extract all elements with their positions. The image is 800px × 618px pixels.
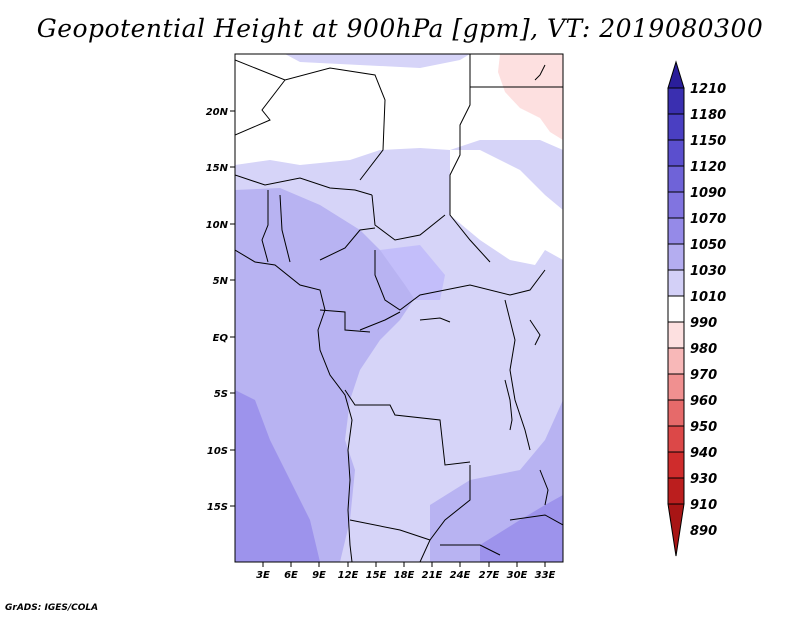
colorbar-swatch: [667, 295, 685, 323]
colorbar-swatch: [667, 165, 685, 193]
lon-label-18e: 18E: [394, 570, 415, 581]
lat-label-15n: 15N: [206, 163, 229, 174]
colorbar-label: 910: [690, 498, 717, 513]
country-borders: [235, 54, 563, 562]
colorbar-swatch: [667, 347, 685, 375]
lon-label-27e: 27E: [479, 570, 500, 581]
colorbar-top-arrow: [667, 60, 685, 89]
colorbar-label: 990: [690, 316, 717, 331]
lon-label-3e: 3E: [256, 570, 270, 581]
coastline: [235, 249, 353, 562]
colorbar-labels: 1210 1180 1150 1120 1090 1070 1050 1030 1010 990 9…: [690, 82, 726, 539]
lon-label-30e: 30E: [507, 570, 528, 581]
colorbar-label: 970: [690, 368, 717, 383]
lat-axis: [230, 110, 235, 507]
lon-axis: [262, 562, 546, 567]
colorbar-label: 950: [690, 420, 717, 435]
pink-region: [498, 54, 563, 140]
lat-label-10n: 10N: [206, 220, 229, 231]
colorbar-swatch: [667, 373, 685, 401]
map-frame: [234, 53, 564, 563]
colorbar-label: 1090: [690, 186, 726, 201]
colorbar-swatch: [667, 87, 685, 115]
colorbar-swatch: [667, 269, 685, 297]
map-title: Geopotential Height at 900hPa [gpm], VT:…: [36, 14, 764, 43]
lakes: [419, 64, 549, 506]
colorbar-swatch: [667, 113, 685, 141]
lon-label-6e: 6E: [284, 570, 298, 581]
colorbar-swatch: [667, 425, 685, 453]
colorbar-swatch: [667, 477, 685, 505]
geopotential-field: [235, 54, 563, 562]
colorbar-label: 1050: [690, 238, 726, 253]
colorbar-bottom-arrow: [667, 503, 685, 557]
lon-label-24e: 24E: [450, 570, 471, 581]
colorbar-label: 1180: [690, 108, 726, 123]
lat-label-5s: 5S: [214, 389, 228, 400]
credit-text: GrADS: IGES/COLA: [5, 603, 99, 613]
lon-label-12e: 12E: [338, 570, 359, 581]
lon-label-9e: 9E: [312, 570, 326, 581]
colorbar-label: 1070: [690, 212, 726, 227]
colorbar-swatch: [667, 217, 685, 245]
mid-region-center: [380, 245, 445, 300]
colorbar-swatch: [667, 451, 685, 479]
colorbar-swatch: [667, 139, 685, 167]
white-region-east: [450, 150, 563, 265]
lon-label-21e: 21E: [422, 570, 443, 581]
lat-label-eq: EQ: [213, 333, 229, 344]
colorbar-swatch: [667, 399, 685, 427]
dark-region-southwest: [235, 390, 320, 562]
white-region-north: [235, 54, 563, 165]
colorbar-swatch: [667, 243, 685, 271]
lon-label-15e: 15E: [366, 570, 387, 581]
lat-label-10s: 10S: [207, 446, 228, 457]
colorbar-label: 1210: [690, 82, 726, 97]
colorbar-label: 1010: [690, 290, 726, 305]
colorbar-swatches: [667, 60, 685, 557]
lat-label-5n: 5N: [213, 276, 229, 287]
colorbar-label: 960: [690, 394, 717, 409]
lat-label-20n: 20N: [206, 107, 229, 118]
colorbar-swatch: [667, 321, 685, 349]
colorbar-label: 1030: [690, 264, 726, 279]
colorbar-label: 1150: [690, 134, 726, 149]
colorbar-label: 930: [690, 472, 717, 487]
colorbar-label: 1120: [690, 160, 726, 175]
colorbar-label: 980: [690, 342, 717, 357]
colorbar-label: 940: [690, 446, 717, 461]
colorbar-swatch: [667, 191, 685, 219]
dark-region-southeast: [480, 495, 563, 562]
lat-label-15s: 15S: [207, 502, 228, 513]
lon-label-33e: 33E: [535, 570, 556, 581]
colorbar-label: 890: [690, 524, 717, 539]
